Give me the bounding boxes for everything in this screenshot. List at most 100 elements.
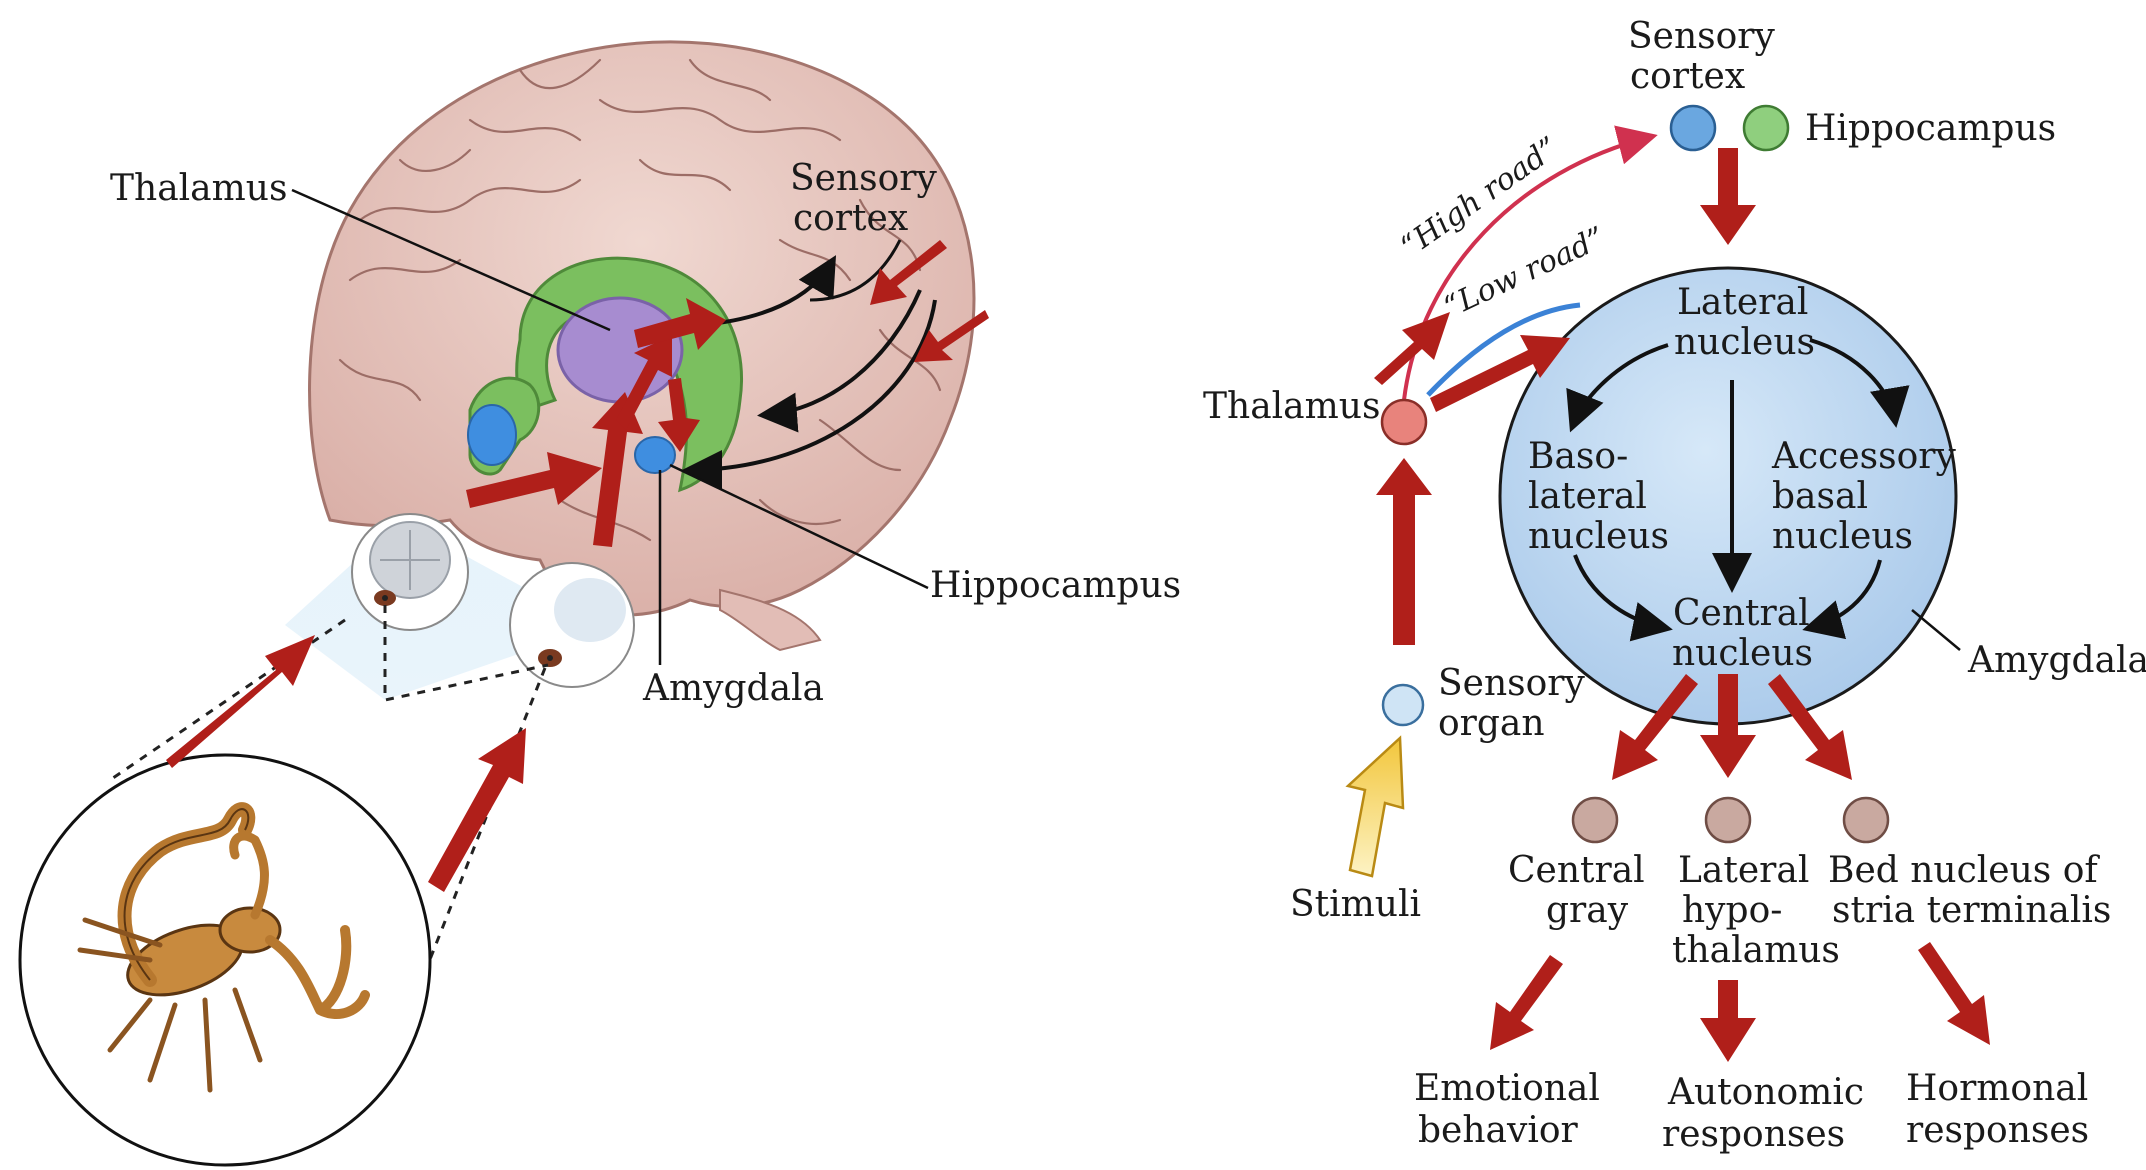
red-arrows-right: [1374, 148, 1990, 1062]
label-emotional-1: Emotional: [1414, 1068, 1600, 1109]
label-lateral-nucleus-1: Lateral: [1677, 282, 1808, 323]
eye-right: [509, 562, 635, 688]
hippocampus-node: [1742, 104, 1790, 152]
label-sensory-cortex-left-1: Sensory: [790, 158, 938, 199]
brain-stem: [719, 588, 822, 652]
eye-left: [351, 513, 469, 631]
label-accessory-3: nucleus: [1772, 516, 1913, 557]
red-arrow: [1490, 955, 1563, 1050]
label-emotional-2: behavior: [1418, 1110, 1579, 1151]
label-central-nucleus-1: Central: [1673, 593, 1810, 634]
sight-line: [408, 667, 547, 1011]
label-basolateral-1: Baso-: [1528, 436, 1628, 477]
label-sensory-cortex-right-1: Sensory: [1628, 16, 1776, 57]
amygdala-structure-front: [467, 404, 517, 466]
amygdala-structure: [634, 436, 676, 474]
label-lateral-hypothalamus-1: Lateral: [1678, 850, 1809, 891]
brain-fold: [688, 58, 772, 102]
internal-arrow: [1802, 559, 1882, 640]
red-arrow: [1430, 335, 1570, 412]
label-thalamus-right: Thalamus: [1203, 386, 1380, 427]
red-arrow: [428, 728, 526, 892]
label-central-gray-1: Central: [1508, 850, 1645, 891]
brain-fold: [758, 498, 842, 525]
bed-nucleus-node: [1842, 796, 1890, 844]
cortex-arrow: [809, 239, 902, 302]
stimuli-arrow: [1345, 735, 1405, 878]
label-lateral-nucleus-2: nucleus: [1674, 322, 1815, 363]
label-bed-nucleus-1: Bed nucleus of: [1828, 850, 2100, 891]
scorpion-inset: [18, 753, 432, 1167]
thalamus-node: [1380, 398, 1428, 446]
internal-arrow: [1566, 343, 1669, 433]
lateral-hypothalamus-node: [1704, 796, 1752, 844]
sensory-cortex-node: [1669, 104, 1717, 152]
leader-hippocampus: [669, 463, 929, 590]
red-arrow: [914, 310, 989, 362]
label-lateral-hypothalamus-2: hypo-: [1682, 890, 1782, 931]
label-amygdala-right: Amygdala: [1967, 640, 2146, 681]
cortex-arrow: [682, 299, 937, 490]
leader-amygdala-right: [1911, 609, 1961, 651]
label-hippocampus-left: Hippocampus: [930, 565, 1181, 606]
central-gray-node: [1571, 796, 1619, 844]
red-arrow: [1918, 942, 1990, 1045]
label-central-nucleus-2: nucleus: [1672, 633, 1813, 674]
red-arrows-left: [166, 240, 989, 892]
brain-fold: [818, 418, 902, 472]
red-arrow: [466, 452, 602, 508]
red-arrow: [634, 298, 726, 350]
label-basolateral-3: nucleus: [1528, 516, 1669, 557]
red-arrow: [616, 335, 672, 430]
brain-fold: [858, 198, 922, 272]
cortex-arrow: [757, 289, 922, 433]
brain-fold: [338, 358, 422, 402]
label-amygdala-left: Amygdala: [642, 668, 824, 709]
label-bed-nucleus-2: stria terminalis: [1832, 890, 2111, 931]
red-arrow: [1376, 458, 1432, 645]
brain-fold: [638, 158, 732, 192]
label-stimuli: Stimuli: [1290, 884, 1421, 925]
leader-thalamus: [291, 188, 611, 332]
brain-fold: [468, 118, 582, 142]
label-hormonal-2: responses: [1906, 1110, 2089, 1151]
label-sensory-organ-2: organ: [1438, 703, 1545, 744]
brain-illustration: Thalamus Sensory cortex Hippocampus Amyg…: [18, 40, 1181, 1167]
red-arrow: [1700, 674, 1756, 778]
red-arrow: [658, 378, 700, 452]
label-sensory-organ-1: Sensory: [1438, 663, 1586, 704]
red-arrow: [1768, 674, 1852, 780]
label-central-gray-2: gray: [1546, 890, 1629, 931]
label-accessory-2: basal: [1772, 476, 1868, 517]
red-arrow: [1700, 980, 1756, 1062]
low-road-path: [1426, 302, 1581, 397]
brain-fold: [358, 178, 582, 222]
sensory-organ-node: [1381, 683, 1425, 727]
red-arrow: [870, 240, 947, 305]
scorpion-icon: [77, 802, 370, 1093]
label-sensory-cortex-left-2: cortex: [793, 198, 908, 239]
label-basolateral-2: lateral: [1528, 476, 1647, 517]
label-low-road: “Low road”: [1439, 220, 1611, 325]
red-arrow: [1612, 674, 1698, 780]
brain-fold: [348, 258, 462, 282]
brain-fold: [598, 98, 842, 142]
red-arrow: [592, 392, 643, 547]
label-hippocampus-right: Hippocampus: [1805, 108, 2056, 149]
label-thalamus-left: Thalamus: [110, 168, 287, 209]
internal-arrow: [1573, 554, 1673, 642]
brain-fold: [518, 58, 602, 90]
brain-fold: [398, 148, 472, 172]
red-arrow: [166, 635, 315, 768]
label-autonomic-1: Autonomic: [1667, 1072, 1864, 1113]
amygdala-circuit-diagram: Sensory cortex Hippocampus “High road” “…: [1203, 16, 2146, 1155]
label-autonomic-2: responses: [1662, 1114, 1845, 1155]
label-high-road: “High road”: [1395, 130, 1566, 264]
label-lateral-hypothalamus-3: thalamus: [1672, 930, 1840, 971]
red-arrow: [1700, 148, 1756, 245]
red-arrow: [1374, 312, 1450, 385]
label-accessory-1: Accessory: [1771, 436, 1956, 477]
label-sensory-cortex-right-2: cortex: [1630, 56, 1745, 97]
internal-arrow: [1809, 338, 1910, 428]
